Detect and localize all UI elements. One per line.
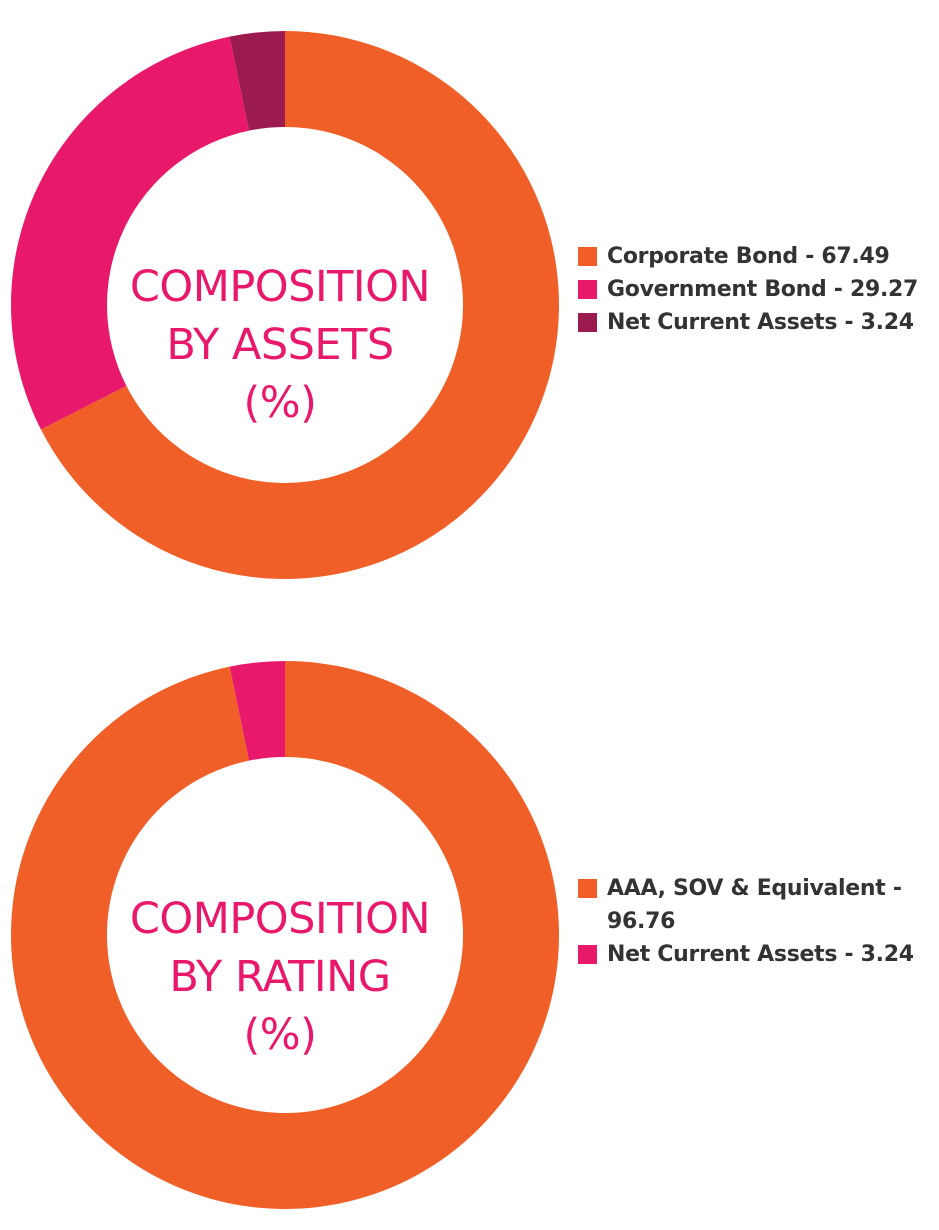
legend-item-corporate-bond: Corporate Bond - 67.49 xyxy=(578,240,933,273)
rating-donut xyxy=(11,661,560,1209)
slice-corporate-bond xyxy=(40,31,559,580)
assets-title-line-1: COMPOSITION xyxy=(129,262,431,312)
rating-center-title: COMPOSITION BY RATING (%) xyxy=(80,890,480,1064)
rating-title-line-2: BY RATING xyxy=(169,952,391,1002)
rating-title-line-3: (%) xyxy=(243,1010,317,1060)
assets-legend: Corporate Bond - 67.49 Government Bond -… xyxy=(578,240,933,339)
assets-center-title: COMPOSITION BY ASSETS (%) xyxy=(80,258,480,432)
legend-item-government-bond: Government Bond - 29.27 xyxy=(578,273,933,306)
legend-label: Corporate Bond - 67.49 xyxy=(607,244,890,269)
slice-net-current-assets xyxy=(229,661,285,761)
slice-government-bond xyxy=(11,36,250,430)
assets-donut xyxy=(11,31,559,580)
composition-by-rating-chart: COMPOSITION BY RATING (%) AAA, SOV & Equ… xyxy=(0,630,939,1230)
legend-label-line-1: AAA, SOV & Equivalent - xyxy=(607,876,902,901)
legend-label: Net Current Assets - 3.24 xyxy=(607,310,914,335)
rating-title-line-1: COMPOSITION xyxy=(129,894,431,944)
legend-label: Government Bond - 29.27 xyxy=(607,277,919,302)
legend-label-line-2: 96.76 xyxy=(607,909,676,934)
legend-label: Net Current Assets - 3.24 xyxy=(607,942,914,967)
legend-item-aaa-sov-equivalent: AAA, SOV & Equivalent - 96.76 xyxy=(578,872,933,938)
slice-net-current-assets xyxy=(229,31,285,131)
assets-title-line-2: BY ASSETS xyxy=(166,320,394,370)
legend-swatch xyxy=(578,879,597,898)
legend-swatch xyxy=(578,313,597,332)
legend-swatch xyxy=(578,247,597,266)
slice-aaa-sov-equivalent xyxy=(11,661,560,1209)
rating-legend: AAA, SOV & Equivalent - 96.76 Net Curren… xyxy=(578,872,933,971)
legend-item-net-current-assets: Net Current Assets - 3.24 xyxy=(578,938,933,971)
assets-title-line-3: (%) xyxy=(243,378,317,428)
legend-item-net-current-assets: Net Current Assets - 3.24 xyxy=(578,306,933,339)
legend-swatch xyxy=(578,280,597,299)
legend-swatch xyxy=(578,945,597,964)
composition-by-assets-chart: COMPOSITION BY ASSETS (%) Corporate Bond… xyxy=(0,0,939,600)
